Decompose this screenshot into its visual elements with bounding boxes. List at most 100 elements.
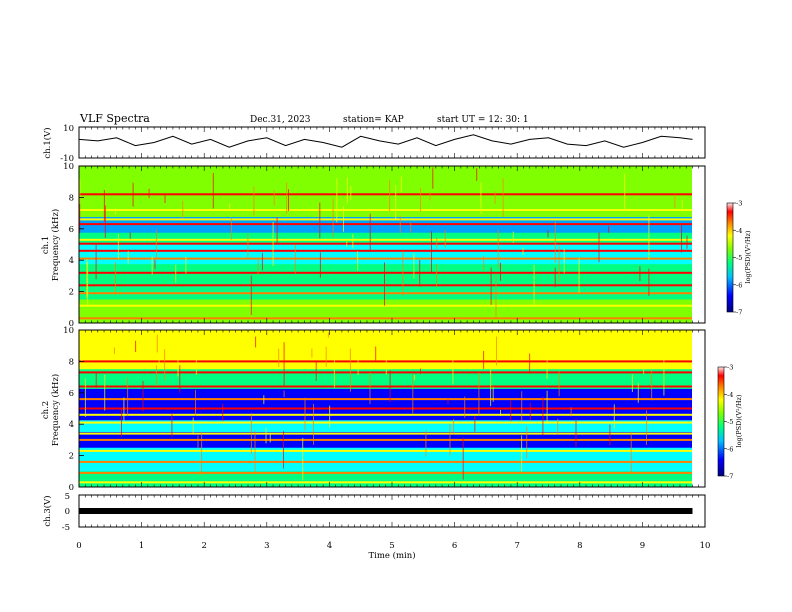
ch2-spectrogram-band: [79, 432, 692, 435]
ch2-spectrogram-streak: [164, 349, 166, 381]
ch1-spectrogram-streak: [389, 180, 391, 212]
ch2-spectrogram-streak: [413, 375, 415, 381]
ch1-spectrogram-row: [79, 315, 692, 320]
ch1-spectrogram-streak: [558, 245, 560, 283]
time-axis: 0 1 2 3 4 5 6 7 8 9 10: [76, 127, 710, 551]
ch2-colorbar-tick-label: -4: [727, 391, 733, 399]
ch2-spectrogram-streak: [123, 397, 125, 421]
ch1-spectrogram-streak: [436, 263, 437, 288]
ch1-spectrogram-streak: [343, 206, 344, 232]
ch1-spectrogram-ytick-label: 10: [63, 162, 74, 172]
ch1-spectrogram-streak: [86, 259, 88, 298]
ch2-spectrogram-row: [79, 424, 692, 429]
ch2-spectrogram-row: [79, 435, 692, 441]
ch3-waveform-line: [79, 508, 693, 514]
ch2-spectrogram-row: [79, 455, 692, 460]
ch1-spectrogram-row: [79, 287, 692, 292]
ch1-spectrogram-streak: [350, 186, 352, 200]
ch1-spectrogram-row: [79, 268, 692, 273]
ch2-spectrogram-streak: [250, 413, 252, 455]
ch2-spectrogram-streak: [651, 370, 653, 401]
ch1-spectrogram-streak: [229, 203, 231, 211]
ch2-spectrogram-band: [79, 438, 692, 441]
ch2-spectrogram-ytick-label: 6: [69, 389, 74, 399]
ch2-spectrogram-row: [79, 463, 692, 468]
ch1-spectrogram-streak: [395, 185, 397, 221]
ch1-spectrogram-streak: [639, 266, 641, 281]
ch1-spectrogram-streak: [336, 177, 338, 223]
time-tick-label: 4: [327, 541, 332, 551]
ch1-spectrogram-streak: [346, 177, 348, 204]
ch2-spectrogram-streak: [171, 412, 173, 438]
ch2-spectrogram-streak: [558, 371, 560, 397]
ch1-spectrogram-streak: [431, 231, 432, 273]
time-tick-label: 9: [640, 541, 645, 551]
ch1-spectrogram-streak: [175, 264, 177, 283]
ch1-spectrogram-streak: [494, 191, 496, 205]
ch2-spectrogram-streak: [327, 332, 329, 338]
ch2-spectrogram-row: [79, 404, 692, 409]
ch1-spectrogram-streak: [115, 262, 116, 295]
ch2-spectrogram-band: [79, 371, 692, 374]
ch1-colorbar-tick-label: -3: [736, 200, 742, 208]
time-tick-label: 7: [514, 541, 519, 551]
ch2-spectrogram-streak: [283, 342, 285, 387]
ch1-spectrogram-streak: [182, 200, 184, 218]
ch3-ytick-top: 5: [65, 492, 70, 502]
ch1-spectrogram-streak: [155, 229, 157, 259]
ch2-spectrogram-streak: [478, 372, 480, 416]
ch2-spectrogram-row: [79, 341, 692, 346]
ch2-spectrogram-streak: [500, 409, 501, 416]
ch2-spectrogram-streak: [311, 348, 313, 358]
ch1-spectrogram-streak: [512, 231, 514, 243]
ch1-spectrogram-streak: [253, 186, 255, 216]
ch1-spectrogram-streak: [332, 198, 334, 238]
ch2-spectrogram-ytick-label: 0: [69, 483, 74, 493]
ch2-spectrogram-row: [79, 353, 692, 358]
ch2-spectrogram-row: [79, 408, 692, 413]
ch1-spectrogram-streak: [357, 251, 359, 271]
ch2-spectrogram-ytick-label: 10: [63, 326, 74, 336]
ch2-spectrogram-streak: [420, 368, 421, 374]
ch2-spectrogram-streak: [104, 374, 106, 411]
ch1-spectrogram-band: [79, 238, 692, 241]
ch2-spectrogram-streak: [142, 380, 144, 412]
ch2-spectrogram-streak: [302, 437, 304, 481]
ch1-spectrogram-streak: [648, 215, 650, 260]
ch2-spectrogram-streak: [158, 354, 160, 364]
ch2-spectrogram-streak: [179, 365, 181, 393]
ch2-spectrogram-streak: [84, 378, 86, 417]
ch1-spectrogram-streak: [420, 188, 421, 212]
ch2-spectrogram-streak: [452, 345, 454, 385]
ch2-ylabel-channel: ch.2: [41, 401, 51, 419]
ch1-spectrogram-streak: [578, 257, 580, 293]
ch1-spectrogram-ytick-label: 8: [69, 193, 74, 203]
ch1-spectrogram-streak: [294, 244, 296, 274]
ch1-spectrogram-streak: [104, 205, 106, 238]
ch1-spectrogram-streak: [288, 189, 289, 212]
ch1-spectrogram-streak: [272, 221, 274, 267]
ch2-spectrogram-band: [79, 481, 692, 484]
ch1-spectrogram-streak: [648, 268, 650, 296]
ch1-spectrogram-streak: [319, 202, 321, 239]
ch2-spectrogram-streak: [325, 346, 327, 367]
ch2-spectrogram-band: [79, 460, 692, 463]
ch1-colorbar: [726, 202, 734, 313]
ch2-spectrogram-streak: [201, 431, 203, 476]
ch2-spectrogram-row: [79, 467, 692, 472]
ch2-spectrogram-row: [79, 475, 692, 480]
ch1-spectrogram-row: [79, 299, 692, 304]
ch1-spectrogram-band: [79, 193, 692, 196]
ch1-spectrogram-streak: [598, 232, 600, 263]
ch2-spectrogram-streak: [490, 369, 492, 407]
ch1-colorbar-tick-label: -6: [736, 281, 742, 289]
header-station: station= KAP: [343, 115, 404, 125]
ch2-spectrogram-row: [79, 451, 692, 456]
ch2-colorbar-tick-label: -7: [727, 473, 733, 481]
ch2-spectrogram-streak: [192, 417, 194, 435]
ch2-spectrogram-streak: [496, 336, 497, 366]
ch1-spectrogram-streak: [497, 230, 499, 269]
time-tick-label: 0: [76, 541, 81, 551]
